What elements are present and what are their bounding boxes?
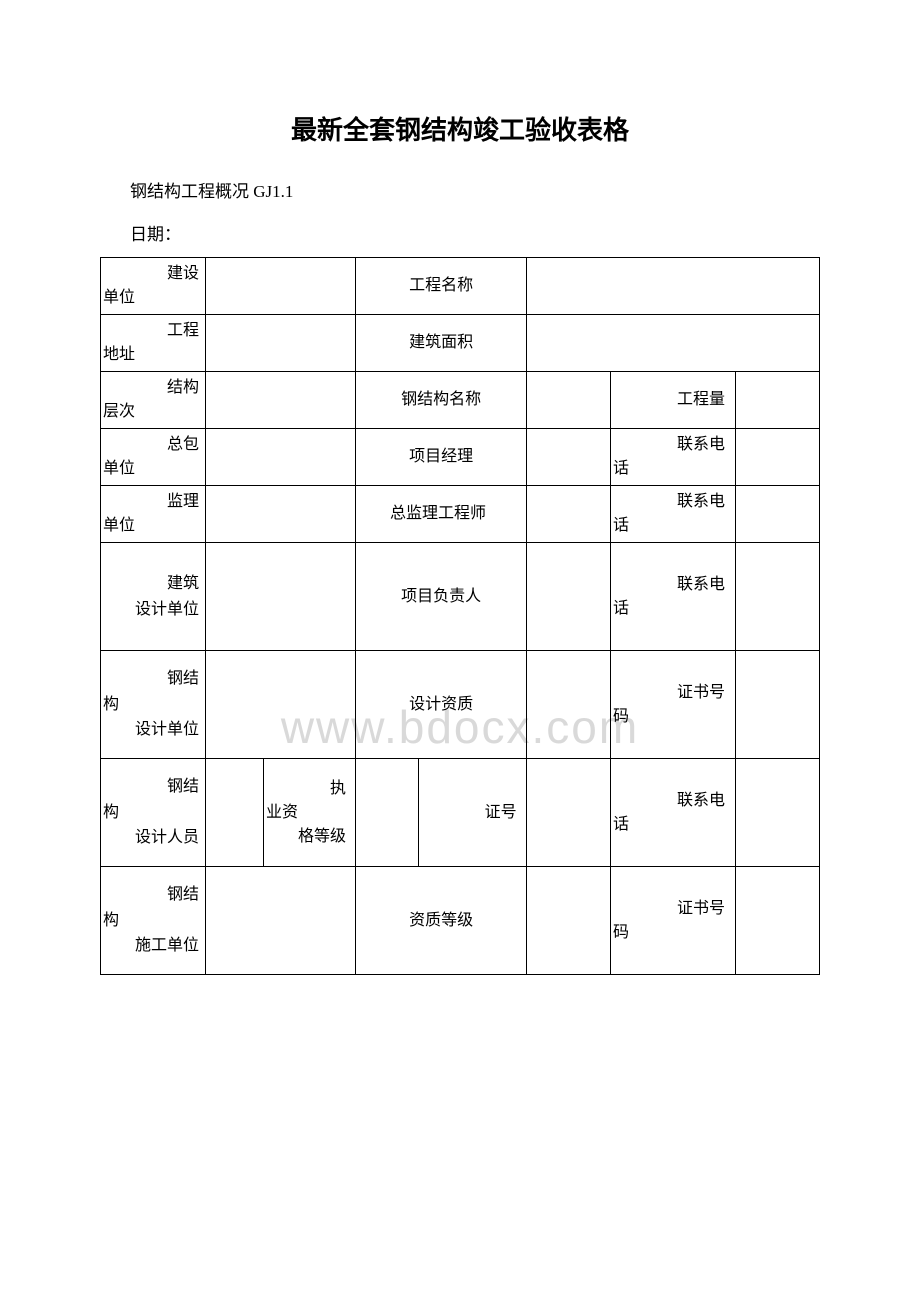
subtitle: 钢结构工程概况 GJ1.1 — [130, 177, 820, 202]
cell-label: 建设单位 — [101, 258, 206, 315]
cell-value — [205, 759, 264, 867]
cell-label: 工程量 — [610, 372, 735, 429]
cell-label: 项目负责人 — [355, 543, 526, 651]
table-row: 钢结构 设计人员 执业资 格等级 证号 联系电话 — [101, 759, 820, 867]
cell-label: 钢结构 设计单位 — [101, 651, 206, 759]
cell-label: 总包单位 — [101, 429, 206, 486]
date-label: 日期： — [130, 220, 820, 245]
table-row: 建筑 设计单位 项目负责人 联系电话 — [101, 543, 820, 651]
table-row: 钢结构 设计单位 设计资质 证书号码 — [101, 651, 820, 759]
cell-label: 钢结构名称 — [355, 372, 526, 429]
cell-value — [527, 372, 611, 429]
cell-label: 项目经理 — [355, 429, 526, 486]
cell-value — [736, 759, 820, 867]
cell-label: 总监理工程师 — [355, 486, 526, 543]
cell-label: 证书号码 — [610, 651, 735, 759]
cell-value — [527, 651, 611, 759]
cell-value — [527, 867, 611, 975]
table-row: 工程地址 建筑面积 — [101, 315, 820, 372]
cell-value — [527, 486, 611, 543]
cell-value — [527, 258, 820, 315]
cell-value — [205, 651, 355, 759]
cell-value — [355, 759, 418, 867]
cell-label: 设计资质 — [355, 651, 526, 759]
cell-label: 资质等级 — [355, 867, 526, 975]
cell-label: 结构层次 — [101, 372, 206, 429]
table-row: 钢结构 施工单位 资质等级 证书号码 — [101, 867, 820, 975]
cell-value — [736, 867, 820, 975]
cell-label: 监理单位 — [101, 486, 206, 543]
cell-label: 工程地址 — [101, 315, 206, 372]
cell-label: 证号 — [418, 759, 527, 867]
cell-value — [736, 486, 820, 543]
table-row: 总包单位 项目经理 联系电话 — [101, 429, 820, 486]
cell-value — [527, 543, 611, 651]
cell-value — [736, 429, 820, 486]
cell-value — [205, 258, 355, 315]
cell-label: 联系电话 — [610, 543, 735, 651]
cell-label: 建筑面积 — [355, 315, 526, 372]
table-row: 结构层次 钢结构名称 工程量 — [101, 372, 820, 429]
cell-value — [205, 543, 355, 651]
acceptance-table: 建设单位 工程名称 工程地址 建筑面积 结构层次 钢结构名称 工程量 — [100, 257, 820, 975]
cell-value — [527, 759, 611, 867]
cell-value — [736, 651, 820, 759]
cell-label: 钢结构 施工单位 — [101, 867, 206, 975]
cell-label: 证书号码 — [610, 867, 735, 975]
cell-value — [205, 372, 355, 429]
page-title: 最新全套钢结构竣工验收表格 — [100, 110, 820, 147]
table-row: 监理单位 总监理工程师 联系电话 — [101, 486, 820, 543]
document-content: 最新全套钢结构竣工验收表格 钢结构工程概况 GJ1.1 日期： 建设单位 工程名… — [100, 110, 820, 975]
cell-label: 建筑 设计单位 — [101, 543, 206, 651]
cell-label: 联系电话 — [610, 486, 735, 543]
cell-label: 钢结构 设计人员 — [101, 759, 206, 867]
cell-value — [205, 315, 355, 372]
cell-label: 联系电话 — [610, 759, 735, 867]
cell-value — [205, 867, 355, 975]
cell-value — [736, 543, 820, 651]
cell-value — [205, 429, 355, 486]
table-row: 建设单位 工程名称 — [101, 258, 820, 315]
cell-value — [205, 486, 355, 543]
cell-label: 联系电话 — [610, 429, 735, 486]
cell-label: 工程名称 — [355, 258, 526, 315]
cell-label: 执业资 格等级 — [264, 759, 356, 867]
cell-value — [527, 429, 611, 486]
cell-value — [736, 372, 820, 429]
cell-value — [527, 315, 820, 372]
